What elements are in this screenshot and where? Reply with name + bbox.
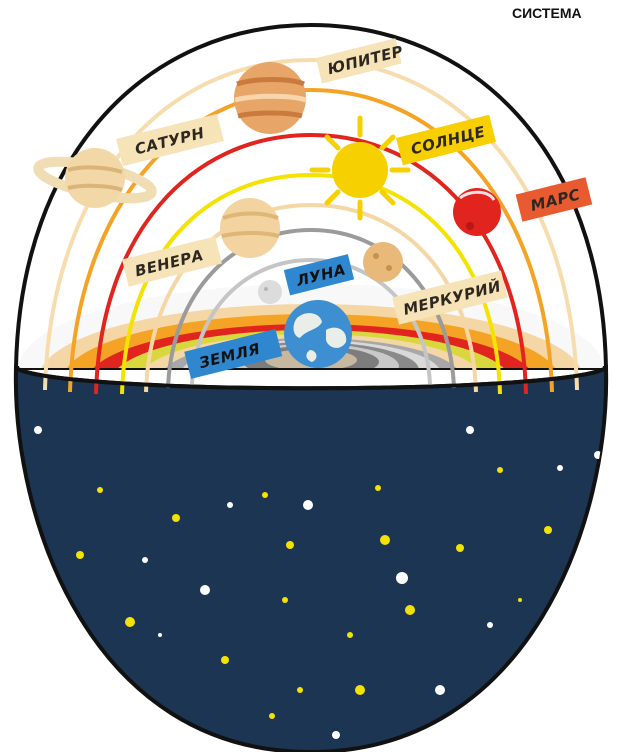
earth-planet: [284, 300, 352, 368]
label-venus: ВЕНЕРА: [121, 236, 222, 287]
label-earth: ЗЕМЛЯ: [184, 329, 283, 379]
mercury-planet: [363, 242, 403, 282]
venus-planet: [220, 198, 280, 258]
saturn-planet: [33, 148, 157, 208]
mars-planet: [453, 188, 501, 236]
jupiter-planet: [234, 62, 307, 134]
lower-shell: [13, 364, 609, 752]
orbit-saturn: [43, 57, 579, 391]
sun-planet: [309, 115, 411, 221]
starry-sky: [13, 364, 609, 752]
orbit-jupiter: [68, 87, 554, 393]
moon-planet: [258, 280, 282, 304]
title-text: СИСТЕМА: [512, 5, 582, 21]
